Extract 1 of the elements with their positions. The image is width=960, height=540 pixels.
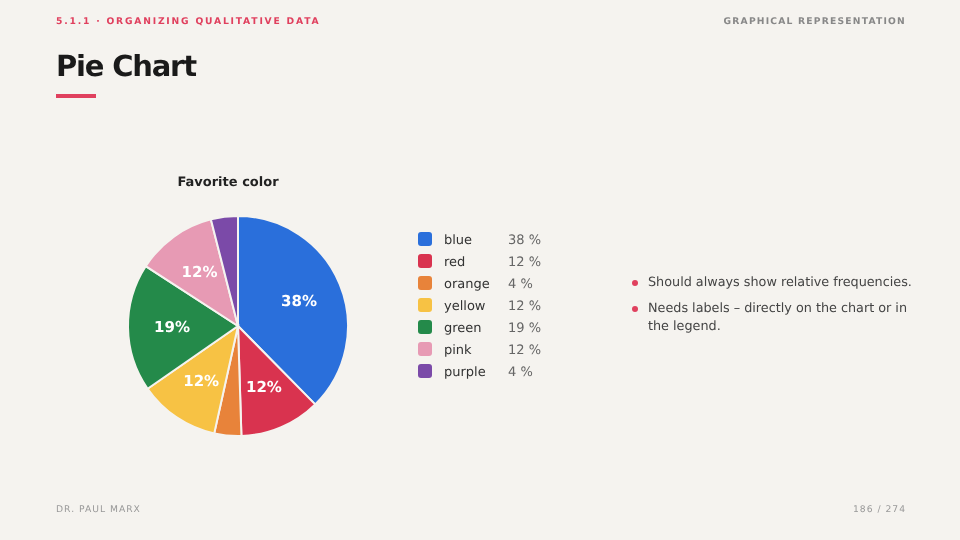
text: Pie Chart — [56, 52, 196, 84]
